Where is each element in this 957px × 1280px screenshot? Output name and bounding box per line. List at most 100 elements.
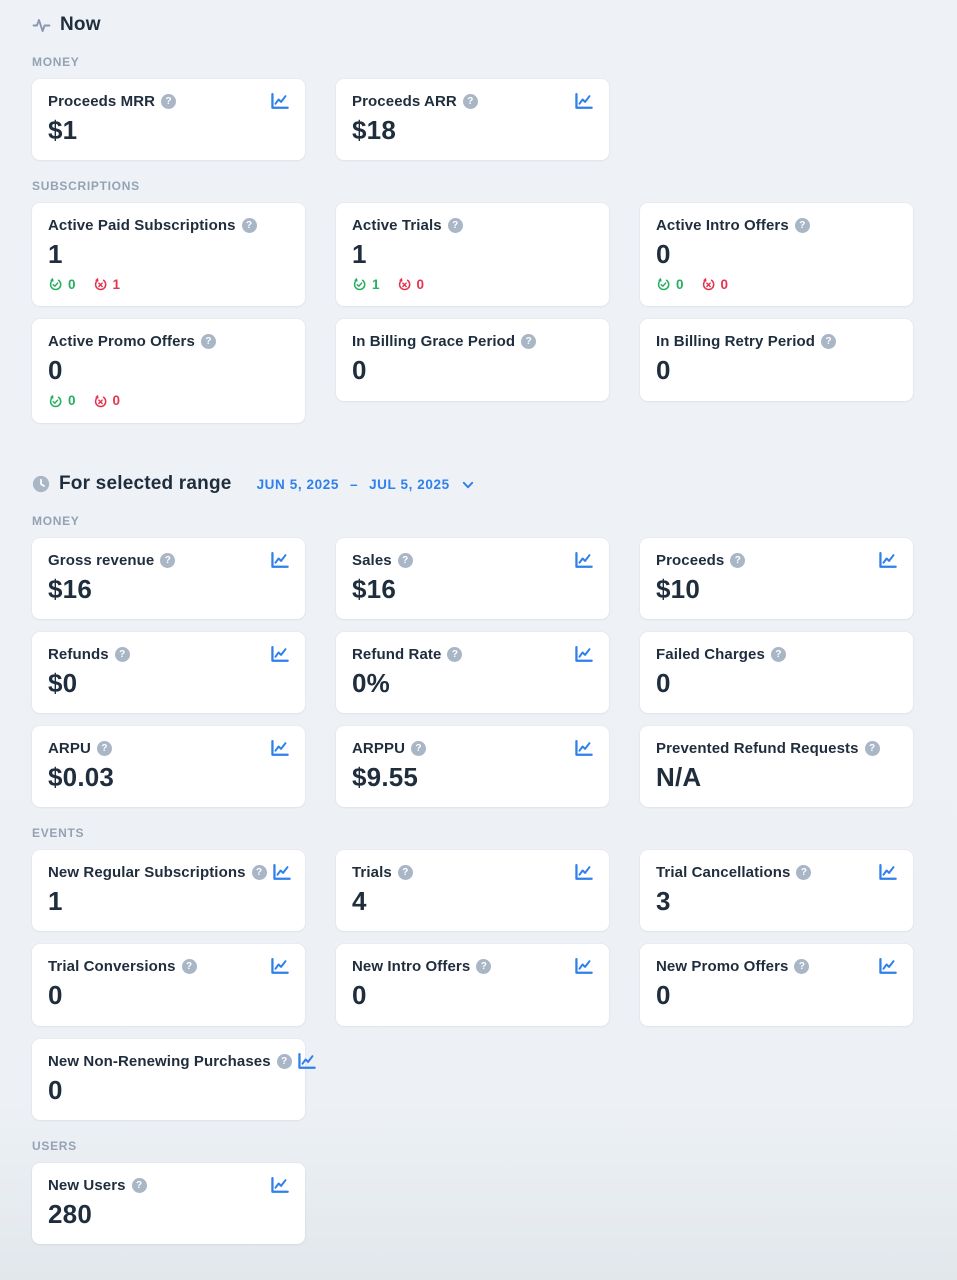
metric-card-header: Sales ? [352,550,593,571]
metric-card: In Billing Retry Period ? 0 [640,319,913,401]
open-chart-button[interactable] [292,1052,316,1071]
metric-value: 0 [352,980,367,1011]
help-icon[interactable]: ? [160,552,176,568]
renew-off-count: 0 [416,277,425,293]
line-chart-icon [575,92,593,109]
group-label: MONEY [32,513,80,528]
metric-card-header: In Billing Grace Period ? [352,331,593,352]
help-icon[interactable]: ? [251,865,267,881]
metric-title: New Non-Renewing Purchases [48,1052,271,1070]
metric-value: 0 [48,355,63,386]
help-icon[interactable]: ? [796,865,812,881]
open-chart-button[interactable] [569,92,593,111]
open-chart-button[interactable] [265,645,289,664]
metric-title: Refunds [48,645,109,663]
metric-title: Active Intro Offers [656,217,789,235]
now-section: Now MONEY Proceeds MRR ? $1 Proceeds ARR… [32,14,913,423]
open-chart-button[interactable] [267,863,291,882]
help-icon[interactable]: ? [96,740,112,756]
help-icon[interactable]: ? [730,552,746,568]
card-grid: New Users ? 280 [32,1162,913,1244]
metric-title: Active Trials [352,217,442,235]
open-chart-button[interactable] [265,957,289,976]
metric-card-header: New Users ? [48,1175,289,1196]
line-chart-icon [271,739,289,756]
metric-value: $0.03 [48,761,115,792]
metric-card-header: Active Intro Offers ? [656,215,897,236]
metric-card-header: Trials ? [352,862,593,883]
metric-card: Proceeds ? $10 [640,537,913,619]
help-icon[interactable]: ? [794,959,810,975]
open-chart-button[interactable] [569,863,593,882]
open-chart-button[interactable] [569,645,593,664]
help-icon[interactable]: ? [181,959,197,975]
now-groups: MONEY Proceeds MRR ? $1 Proceeds ARR ? [32,55,913,423]
open-chart-button[interactable] [265,1176,289,1195]
metric-card: New Regular Subscriptions ? 1 [32,850,305,932]
metric-title: Trial Conversions [48,958,176,976]
renew-cancel-icon [702,278,714,291]
renew-on-count: 0 [676,277,684,293]
metric-card: New Non-Renewing Purchases ? 0 [32,1038,316,1120]
metric-card-header: Proceeds MRR ? [48,91,289,112]
help-icon[interactable]: ? [821,334,836,350]
open-chart-button[interactable] [873,863,897,882]
date-range-selector[interactable]: JUN 5, 2025 – JUL 5, 2025 [257,475,475,492]
open-chart-button[interactable] [873,551,897,570]
help-icon[interactable]: ? [114,646,130,662]
metric-group: MONEY Gross revenue ? $16 Sales ? [32,514,913,808]
open-chart-button[interactable] [569,551,593,570]
metric-card: New Intro Offers ? 0 [336,944,609,1026]
help-icon[interactable]: ? [200,334,216,350]
metric-card-header: Refunds ? [48,644,289,665]
open-chart-button[interactable] [569,957,593,976]
help-icon[interactable]: ? [397,865,413,881]
metric-title: New Promo Offers [656,958,789,976]
line-chart-icon [271,1176,289,1193]
help-icon[interactable]: ? [161,94,177,109]
card-grid: Proceeds MRR ? $1 Proceeds ARR ? $18 [32,79,913,161]
metric-group: MONEY Proceeds MRR ? $1 Proceeds ARR ? [32,55,913,161]
help-icon[interactable]: ? [864,740,880,756]
group-label: SUBSCRIPTIONS [32,179,140,194]
help-icon[interactable]: ? [794,218,810,234]
open-chart-button[interactable] [265,92,289,111]
help-icon[interactable]: ? [476,959,492,975]
open-chart-button[interactable] [265,551,289,570]
renew-check-icon [353,278,366,291]
metric-card-header: Prevented Refund Requests ? [656,738,897,759]
metric-value: $9.55 [352,761,419,792]
open-chart-button[interactable] [265,739,289,758]
metric-value: $18 [352,115,396,145]
renew-check-icon [49,278,62,291]
date-from: JUN 5, 2025 [256,477,339,493]
metric-value: N/A [656,761,702,792]
help-icon[interactable]: ? [131,1177,147,1193]
open-chart-button[interactable] [569,739,593,758]
metric-card: ARPPU ? $9.55 [336,725,609,808]
line-chart-icon [575,645,593,662]
help-icon[interactable]: ? [411,740,427,756]
metric-value: 0 [656,980,671,1011]
now-header: Now [32,14,913,36]
metric-value: 0% [352,667,390,698]
help-icon[interactable]: ? [447,218,463,234]
metric-group: SUBSCRIPTIONS Active Paid Subscriptions … [32,179,913,423]
help-icon[interactable]: ? [241,218,257,234]
line-chart-icon [271,92,289,109]
help-icon[interactable]: ? [447,646,463,662]
group-label: EVENTS [32,826,85,841]
help-icon[interactable]: ? [462,94,478,109]
help-icon[interactable]: ? [276,1053,292,1069]
help-icon[interactable]: ? [770,646,786,662]
metric-title: Failed Charges [656,645,765,663]
metric-value: $0 [48,667,78,698]
help-icon[interactable]: ? [397,552,413,568]
help-icon[interactable]: ? [521,334,537,350]
metric-card: Gross revenue ? $16 [32,537,305,619]
line-chart-icon [271,958,289,975]
metric-value: 0 [656,239,671,270]
open-chart-button[interactable] [873,957,897,976]
line-chart-icon [879,864,897,881]
metric-card: Trial Conversions ? 0 [32,944,305,1026]
